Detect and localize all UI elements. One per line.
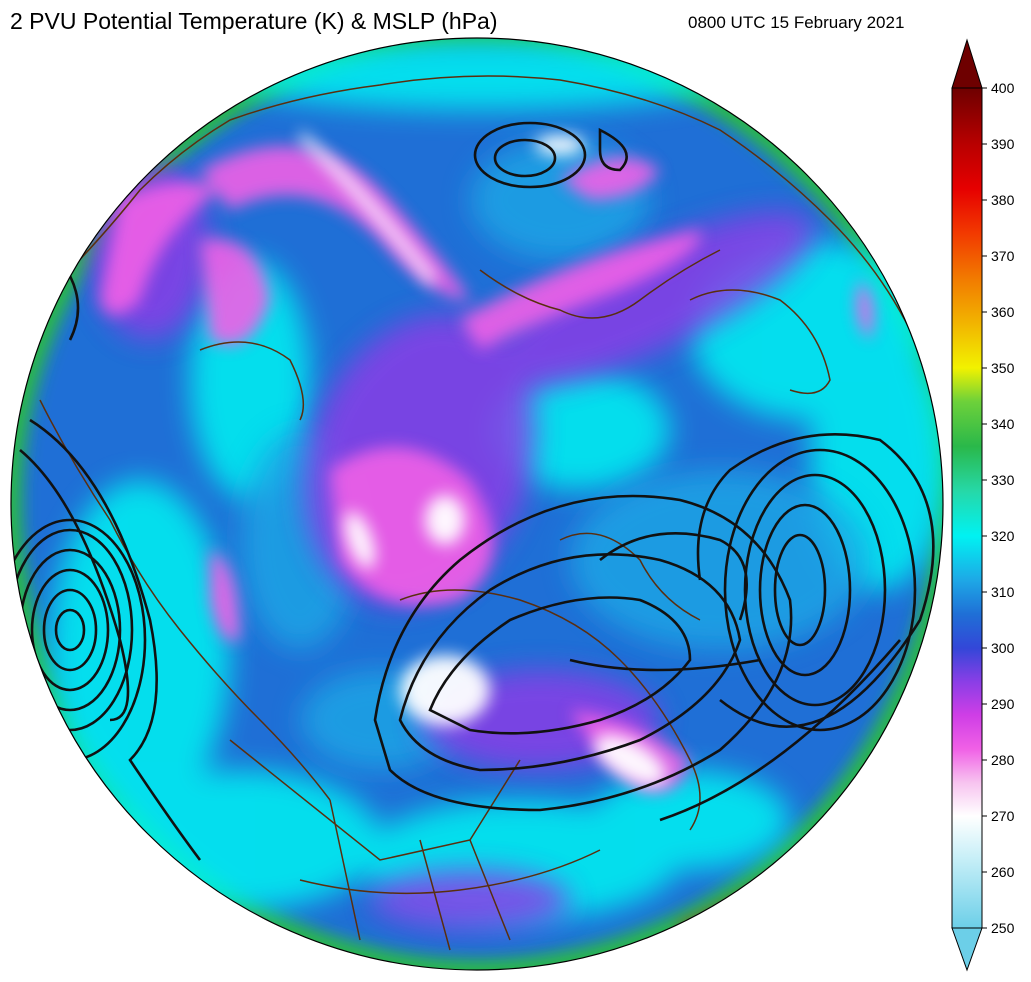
colorbar-tick-label: 360 — [991, 304, 1015, 320]
colorbar-tick-label: 380 — [991, 192, 1015, 208]
colorbar: 400 390 380 370 360 350 340 330 320 310 300 290 280 2… — [951, 38, 1015, 972]
colorbar-tick-label: 350 — [991, 360, 1015, 376]
colorbar-tick-label: 340 — [991, 416, 1015, 432]
colorbar-scale — [951, 87, 983, 929]
colorbar-tick-label: 310 — [991, 584, 1015, 600]
colorbar-ticks: 400 390 380 370 360 350 340 330 320 310 300 290 280 2… — [982, 80, 1015, 936]
colorbar-max-extension — [951, 38, 983, 89]
coastlines — [39, 75, 911, 951]
colorbar-tick-label: 370 — [991, 248, 1015, 264]
map-title: 2 PVU Potential Temperature (K) & MSLP (… — [10, 8, 498, 34]
colorbar-tick-label: 250 — [991, 920, 1015, 936]
colorbar-min-extension — [951, 927, 983, 972]
colorbar-tick-label: 300 — [991, 640, 1015, 656]
globe-outline — [10, 37, 944, 971]
colorbar-tick-label: 330 — [991, 472, 1015, 488]
colorbar-tick-label: 390 — [991, 136, 1015, 152]
colorbar-tick-label: 260 — [991, 864, 1015, 880]
colorbar-tick-label: 280 — [991, 752, 1015, 768]
valid-time: 0800 UTC 15 February 2021 — [688, 13, 905, 32]
colorbar-tick-label: 290 — [991, 696, 1015, 712]
colorbar-tick-label: 320 — [991, 528, 1015, 544]
colorbar-tick-label: 400 — [991, 80, 1015, 96]
colorbar-tick-label: 270 — [991, 808, 1015, 824]
